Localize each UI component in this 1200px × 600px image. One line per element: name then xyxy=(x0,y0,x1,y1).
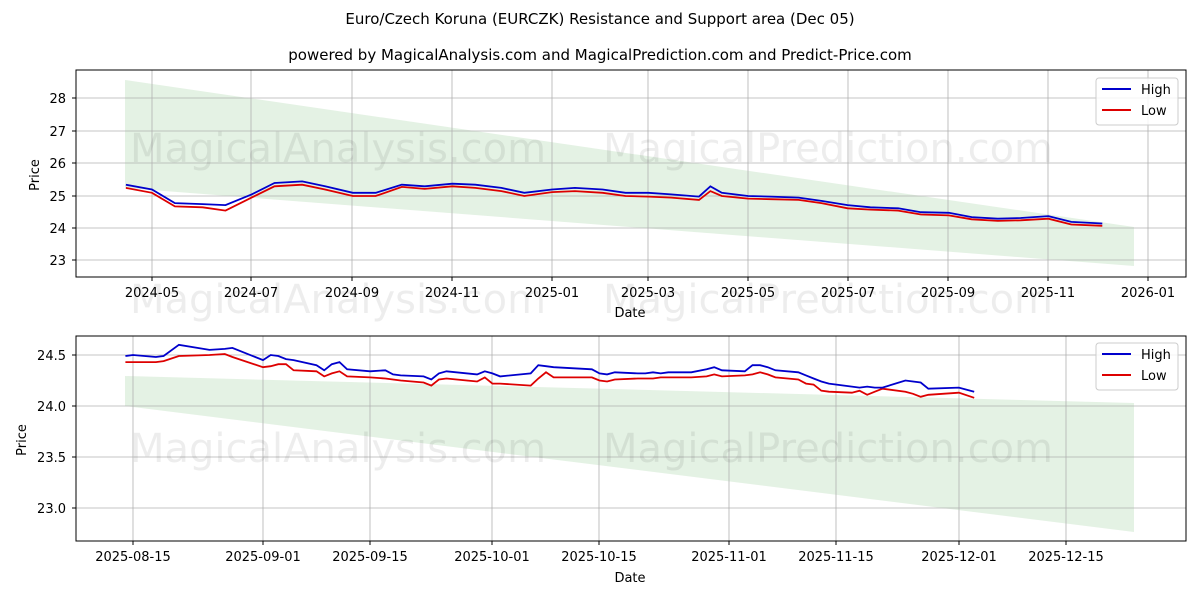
svg-text:2024-09: 2024-09 xyxy=(325,286,379,301)
top-chart: MagicalAnalysis.com MagicalPrediction.co… xyxy=(28,69,1187,323)
svg-text:2025-09-15: 2025-09-15 xyxy=(332,550,408,565)
svg-text:2024-05: 2024-05 xyxy=(125,286,179,301)
top-low-line xyxy=(125,183,1103,227)
top-tick-marks xyxy=(72,97,1149,281)
top-legend: High Low xyxy=(1095,77,1179,126)
bottom-x-ticks: 2025-08-15 2025-09-01 2025-09-15 2025-10… xyxy=(95,550,1104,565)
bottom-high-line xyxy=(125,343,975,393)
bottom-y-axis-label: Price xyxy=(15,424,30,456)
top-y-ticks: 28 27 26 25 24 23 xyxy=(49,92,66,269)
svg-text:27: 27 xyxy=(49,125,66,140)
legend-low-label: Low xyxy=(1141,369,1167,384)
svg-text:2025-08-15: 2025-08-15 xyxy=(95,550,171,565)
svg-text:26: 26 xyxy=(49,157,66,172)
watermark: MagicalPrediction.com xyxy=(603,277,1053,323)
svg-text:24.0: 24.0 xyxy=(37,400,66,415)
legend-high-label: High xyxy=(1141,83,1171,98)
watermark: MagicalAnalysis.com xyxy=(130,126,546,172)
svg-text:2024-11: 2024-11 xyxy=(425,286,479,301)
watermark: MagicalPrediction.com xyxy=(603,126,1053,172)
bottom-chart: MagicalAnalysis.com MagicalPrediction.co… xyxy=(15,335,1187,586)
bottom-x-axis-label: Date xyxy=(614,571,645,586)
svg-text:23.5: 23.5 xyxy=(37,451,66,466)
bottom-y-ticks: 24.5 24.0 23.5 23.0 xyxy=(37,349,66,517)
svg-text:2025-10-15: 2025-10-15 xyxy=(561,550,637,565)
svg-text:23.0: 23.0 xyxy=(37,502,66,517)
svg-text:2025-12-15: 2025-12-15 xyxy=(1028,550,1104,565)
svg-text:2025-12-01: 2025-12-01 xyxy=(921,550,997,565)
bottom-support-resistance-band xyxy=(125,376,1134,532)
svg-text:2025-09: 2025-09 xyxy=(921,286,975,301)
bottom-grid xyxy=(76,336,1186,541)
top-x-ticks: 2024-05 2024-07 2024-09 2024-11 2025-01 … xyxy=(125,286,1175,301)
svg-text:2025-03: 2025-03 xyxy=(621,286,675,301)
svg-text:2025-10-01: 2025-10-01 xyxy=(454,550,530,565)
legend-high-label: High xyxy=(1141,348,1171,363)
svg-text:25: 25 xyxy=(49,190,66,205)
svg-text:24: 24 xyxy=(49,222,66,237)
svg-text:2025-01: 2025-01 xyxy=(525,286,579,301)
chart-subtitle: powered by MagicalAnalysis.com and Magic… xyxy=(288,46,912,64)
svg-text:2025-11-15: 2025-11-15 xyxy=(798,550,874,565)
svg-text:2024-07: 2024-07 xyxy=(224,286,278,301)
svg-text:2025-05: 2025-05 xyxy=(721,286,775,301)
svg-text:2025-11: 2025-11 xyxy=(1021,286,1075,301)
bottom-low-line xyxy=(125,353,975,399)
watermark: MagicalAnalysis.com xyxy=(130,426,546,472)
svg-text:2025-07: 2025-07 xyxy=(821,286,875,301)
top-grid xyxy=(76,70,1186,277)
watermark: MagicalPrediction.com xyxy=(603,426,1053,472)
top-x-axis-label: Date xyxy=(614,306,645,321)
svg-text:2026-01: 2026-01 xyxy=(1121,286,1175,301)
svg-text:24.5: 24.5 xyxy=(37,349,66,364)
legend-low-label: Low xyxy=(1141,104,1167,119)
top-high-line xyxy=(125,180,1103,225)
bottom-legend: High Low xyxy=(1095,342,1179,391)
top-y-axis-label: Price xyxy=(28,159,43,191)
svg-text:28: 28 xyxy=(49,92,66,107)
watermark: MagicalAnalysis.com xyxy=(130,277,546,323)
svg-text:2025-09-01: 2025-09-01 xyxy=(225,550,301,565)
svg-text:23: 23 xyxy=(49,254,66,269)
bottom-tick-marks xyxy=(72,354,1067,545)
svg-text:2025-11-01: 2025-11-01 xyxy=(691,550,767,565)
top-support-resistance-band xyxy=(125,80,1134,266)
chart-title: Euro/Czech Koruna (EURCZK) Resistance an… xyxy=(345,10,855,28)
